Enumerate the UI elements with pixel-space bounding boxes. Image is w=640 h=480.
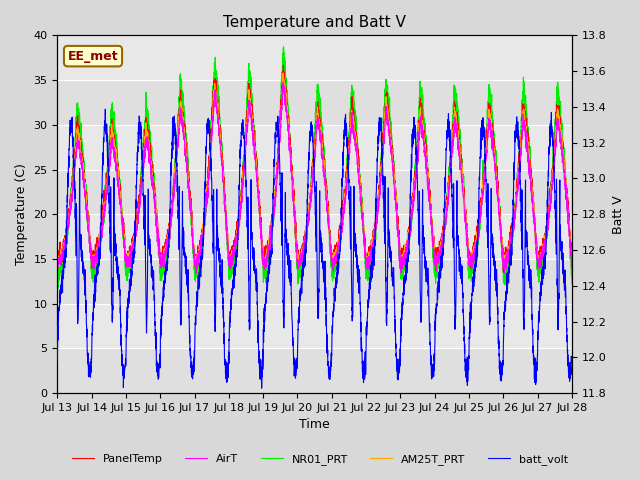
Title: Temperature and Batt V: Temperature and Batt V (223, 15, 406, 30)
PanelTemp (568, 244, 575, 250)
AM25T_PRT (459, 186, 467, 192)
Line: AirT: AirT (58, 83, 572, 273)
AirT (430, 246, 438, 252)
AM25T_PRT (146, 150, 154, 156)
PanelTemp (459, 186, 467, 192)
AirT (500, 270, 508, 276)
PanelTemp (568, 247, 576, 252)
batt_volt (146, 252, 154, 258)
Bar (58, 169, 572, 214)
AirT (146, 160, 154, 166)
AM25T_PRT (279, 70, 287, 76)
AirT (568, 252, 576, 258)
NR01_PRT (568, 273, 575, 279)
AirT (401, 256, 409, 262)
Text: EE_met: EE_met (68, 49, 118, 63)
batt_volt (401, 278, 409, 284)
PanelTemp (499, 269, 507, 275)
NR01_PRT (146, 131, 154, 136)
Bar (58, 259, 572, 304)
batt_volt (568, 358, 576, 364)
batt_volt (459, 290, 467, 296)
X-axis label: Time: Time (300, 419, 330, 432)
NR01_PRT (459, 172, 467, 178)
AirT (54, 256, 61, 262)
PanelTemp (430, 238, 438, 244)
batt_volt (296, 312, 303, 318)
AirT (296, 261, 303, 267)
batt_volt (54, 358, 61, 363)
batt_volt (102, 106, 109, 112)
NR01_PRT (296, 266, 303, 272)
batt_volt (258, 385, 266, 391)
NR01_PRT (54, 286, 62, 291)
AM25T_PRT (430, 241, 438, 247)
Line: batt_volt: batt_volt (58, 109, 572, 388)
AirT (459, 188, 467, 193)
AM25T_PRT (296, 254, 303, 260)
AM25T_PRT (54, 256, 61, 262)
PanelTemp (54, 257, 61, 263)
Y-axis label: Batt V: Batt V (612, 195, 625, 234)
NR01_PRT (568, 281, 576, 287)
AM25T_PRT (568, 260, 576, 265)
AM25T_PRT (260, 264, 268, 270)
NR01_PRT (54, 267, 61, 273)
batt_volt (568, 354, 575, 360)
AirT (280, 80, 287, 85)
Bar (58, 348, 572, 393)
batt_volt (430, 362, 438, 368)
PanelTemp (296, 259, 303, 264)
Bar (58, 80, 572, 125)
NR01_PRT (280, 44, 287, 50)
AM25T_PRT (401, 247, 409, 252)
AirT (568, 265, 575, 271)
PanelTemp (280, 62, 287, 68)
Line: NR01_PRT: NR01_PRT (58, 47, 572, 288)
PanelTemp (146, 144, 154, 150)
NR01_PRT (430, 253, 438, 259)
NR01_PRT (401, 261, 409, 267)
Legend: PanelTemp, AirT, NR01_PRT, AM25T_PRT, batt_volt: PanelTemp, AirT, NR01_PRT, AM25T_PRT, ba… (68, 450, 572, 469)
Line: PanelTemp: PanelTemp (58, 65, 572, 272)
AM25T_PRT (568, 253, 575, 259)
Y-axis label: Temperature (C): Temperature (C) (15, 163, 28, 265)
Line: AM25T_PRT: AM25T_PRT (58, 73, 572, 267)
PanelTemp (401, 252, 409, 258)
